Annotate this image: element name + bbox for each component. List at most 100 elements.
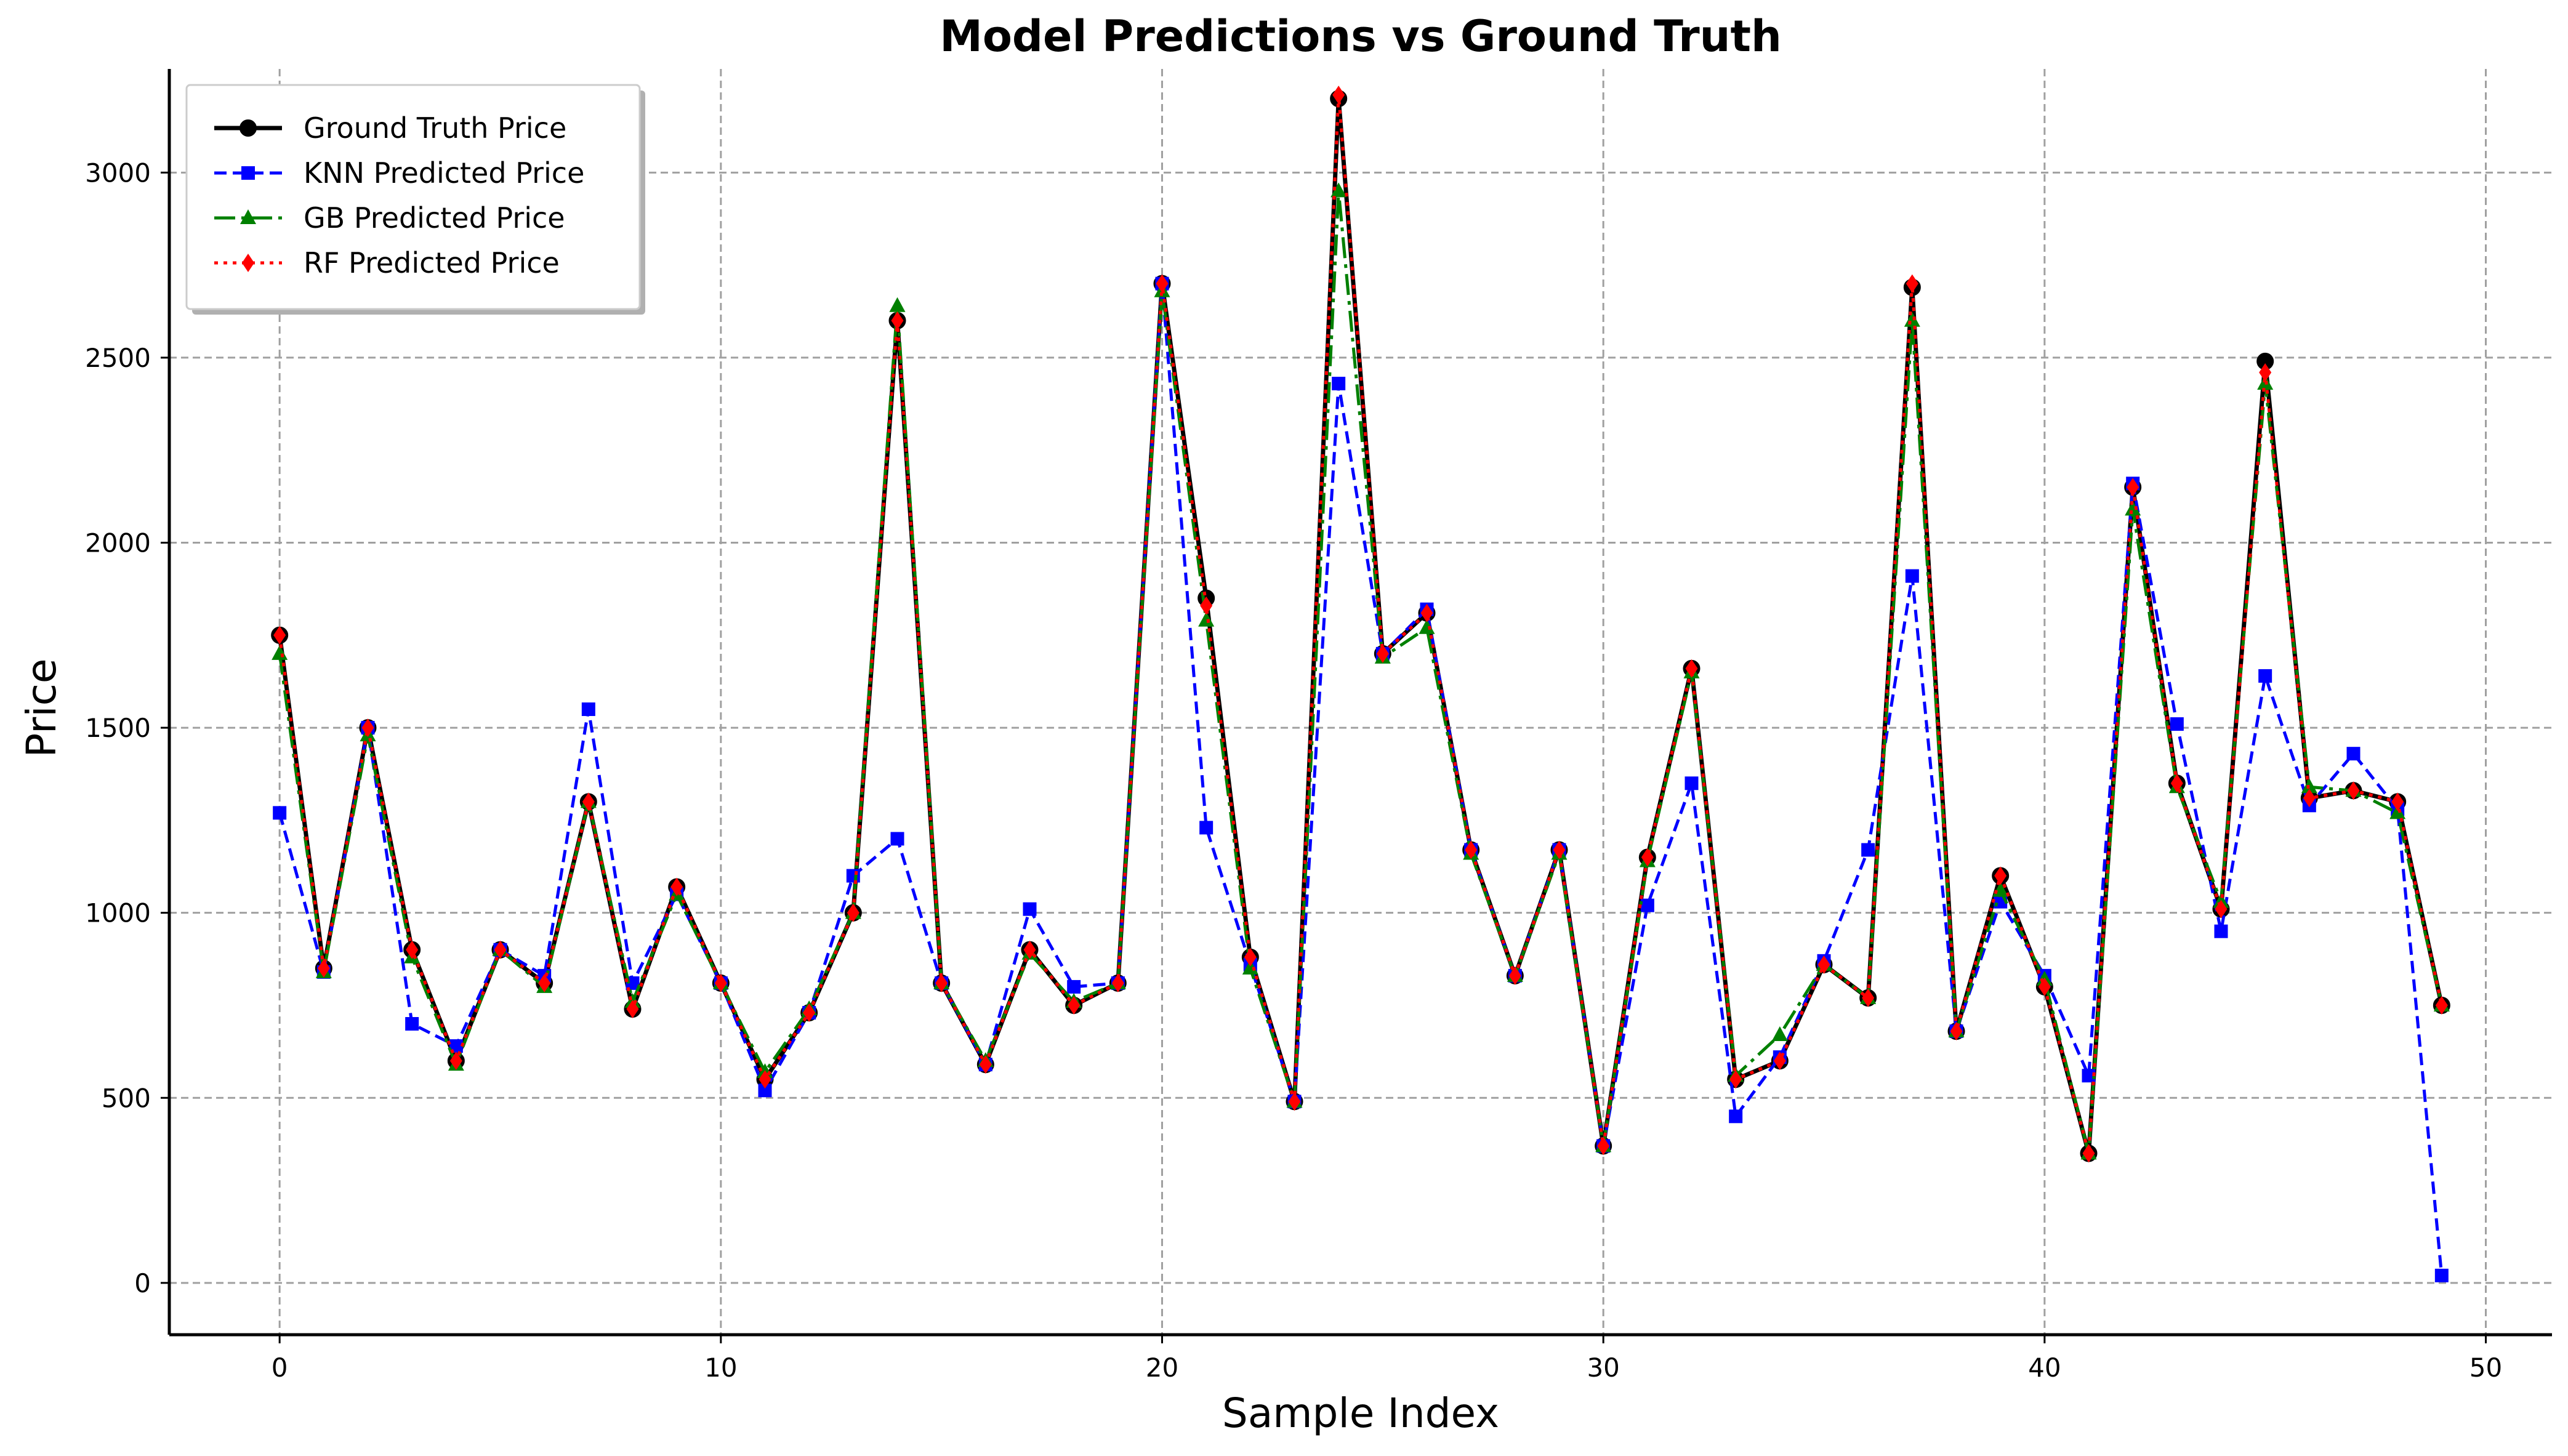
legend: Ground Truth Price KNN Predicted Price GB …: [185, 84, 645, 315]
y-tick-label: 3000: [85, 158, 151, 188]
data-point: [272, 645, 288, 660]
data-point: [1376, 644, 1389, 663]
series-line: [278, 282, 2444, 1276]
data-series: [271, 86, 2450, 1282]
data-point: [2215, 899, 2228, 919]
data-point: [2170, 774, 2183, 793]
data-point: [2259, 363, 2272, 382]
data-point: [758, 1084, 772, 1098]
y-tick-label: 1500: [85, 713, 151, 743]
data-point: [1729, 1109, 1743, 1124]
data-point: [1068, 995, 1081, 1015]
data-point: [581, 702, 595, 717]
data-point: [1685, 659, 1698, 678]
data-point: [1906, 274, 1918, 293]
data-point: [2346, 747, 2361, 761]
data-point: [1156, 274, 1169, 293]
data-point: [2127, 478, 2139, 497]
data-point: [273, 806, 287, 820]
data-point: [2258, 669, 2272, 683]
data-point: [935, 973, 948, 992]
data-point: [2389, 804, 2406, 819]
data-point: [889, 297, 906, 312]
data-point: [1023, 902, 1037, 916]
y-tick-label: 2000: [85, 528, 151, 558]
data-point: [1200, 596, 1213, 615]
x-tick-label: 0: [272, 1353, 288, 1383]
legend-label-3: RF Predicted Price: [304, 246, 560, 280]
legend-marker-2: [240, 209, 256, 224]
data-point: [2391, 792, 2404, 811]
x-tick-label: 30: [1587, 1353, 1619, 1383]
data-point: [406, 940, 419, 959]
data-point: [1553, 840, 1566, 859]
data-point: [2347, 781, 2360, 800]
x-tick-label: 40: [2028, 1353, 2061, 1383]
data-point: [1242, 959, 1258, 975]
data-point: [1420, 603, 1433, 622]
data-point: [1330, 182, 1347, 198]
data-point: [626, 999, 639, 1018]
data-point: [317, 959, 330, 978]
data-point: [494, 940, 507, 959]
legend-label-1: KNN Predicted Price: [304, 156, 584, 190]
data-point: [2434, 1268, 2449, 1282]
data-point: [1950, 1022, 1963, 1041]
data-point: [1597, 1136, 1610, 1156]
data-point: [1508, 966, 1521, 985]
legend-box: [185, 84, 641, 310]
data-point: [2082, 1069, 2096, 1083]
data-point: [1198, 611, 1215, 627]
series-line: [278, 189, 2444, 1155]
data-point: [1640, 898, 1654, 912]
data-point: [1023, 940, 1036, 959]
data-point: [1419, 619, 1435, 634]
x-tick-label: 20: [1146, 1353, 1178, 1383]
data-point: [405, 1017, 419, 1031]
legend-label-0: Ground Truth Price: [304, 111, 566, 145]
data-point: [361, 718, 374, 738]
data-point: [273, 625, 286, 645]
data-point: [1465, 840, 1478, 859]
data-point: [1288, 1092, 1301, 1111]
data-point: [1684, 776, 1699, 790]
y-tick-label: 0: [134, 1268, 151, 1298]
data-point: [2125, 501, 2141, 516]
y-tick-label: 2500: [85, 343, 151, 373]
legend-label-2: GB Predicted Price: [304, 201, 565, 235]
y-tick-label: 500: [102, 1083, 151, 1113]
series-line: [277, 96, 2444, 1156]
data-point: [890, 832, 904, 846]
y-tick-label: 1000: [85, 898, 151, 928]
data-point: [1861, 843, 1875, 857]
data-point: [1729, 1070, 1742, 1089]
legend-marker-0: [239, 119, 257, 137]
legend-marker-1: [241, 166, 255, 180]
data-point: [2082, 1144, 2095, 1163]
data-point: [1332, 86, 1345, 105]
data-point: [1773, 1052, 1786, 1071]
y-axis-label: Price: [18, 658, 65, 757]
chart-title: Model Predictions vs Ground Truth: [940, 11, 1782, 62]
data-point: [1905, 569, 1919, 583]
data-point: [847, 903, 859, 922]
x-axis-label: Sample Index: [1222, 1390, 1499, 1437]
data-point: [2170, 717, 2184, 731]
data-point: [1332, 376, 1346, 390]
data-point: [759, 1070, 771, 1089]
data-point: [1771, 1026, 1788, 1042]
data-point: [1904, 312, 1920, 327]
data-point: [979, 1055, 992, 1074]
data-point: [449, 1052, 462, 1071]
data-point: [846, 869, 860, 883]
data-point: [1641, 848, 1654, 867]
data-point: [582, 792, 595, 811]
data-point: [2214, 924, 2228, 938]
x-tick-label: 10: [704, 1353, 737, 1383]
data-point: [2435, 995, 2448, 1015]
data-point: [1244, 947, 1257, 967]
data-point: [670, 877, 683, 896]
